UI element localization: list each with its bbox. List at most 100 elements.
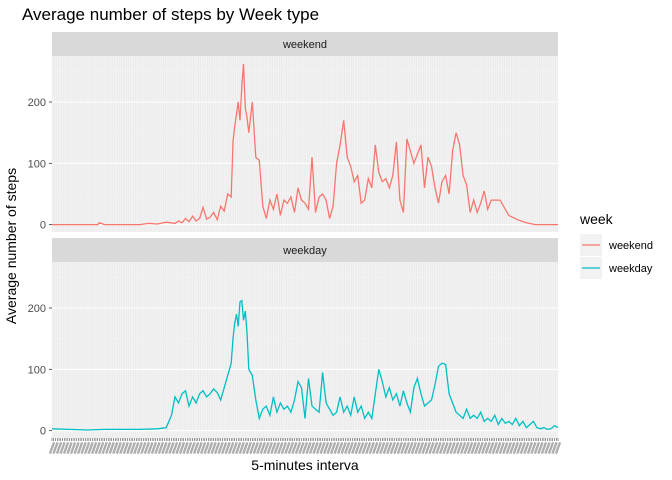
- x-tick-glyph: [115, 441, 122, 455]
- strip-label-weekend: weekend: [282, 39, 327, 51]
- x-tick-glyph: [481, 441, 488, 455]
- x-tick-glyph: [259, 441, 267, 455]
- x-tick-glyph: [105, 441, 112, 455]
- x-tick-glyph: [505, 441, 512, 455]
- x-tick-glyph: [488, 441, 495, 455]
- x-tick-glyph: [154, 441, 161, 455]
- x-tick-glyph: [178, 441, 186, 455]
- x-tick-glyph: [126, 441, 133, 455]
- x-tick-glyph: [185, 441, 193, 455]
- x-tick-glyph: [445, 441, 453, 455]
- x-tick-glyph: [551, 441, 558, 455]
- x-tick-glyph: [470, 441, 477, 455]
- x-tick-glyph: [516, 441, 523, 455]
- x-tick-glyph: [354, 441, 361, 455]
- x-tick-glyph: [351, 441, 358, 455]
- x-tick-glyph: [249, 441, 256, 455]
- x-tick-glyph: [55, 441, 63, 455]
- x-tick-glyph: [83, 441, 91, 455]
- x-tick-glyph: [537, 441, 544, 455]
- x-tick-glyph: [442, 441, 449, 455]
- x-tick-labels: [48, 438, 562, 455]
- x-tick-glyph: [379, 441, 386, 455]
- x-tick-glyph: [312, 441, 319, 455]
- x-tick-glyph: [76, 441, 84, 455]
- x-tick-glyph: [523, 441, 530, 455]
- x-tick-glyph: [242, 441, 249, 455]
- y-axis-weekend: 0 100 200: [28, 97, 52, 232]
- x-tick-glyph: [477, 441, 484, 455]
- x-tick-glyph: [80, 441, 87, 455]
- x-tick-glyph: [554, 441, 562, 455]
- x-tick-glyph: [69, 441, 77, 455]
- grid-weekend: [51, 56, 559, 232]
- x-tick-glyph: [59, 441, 66, 455]
- x-tick-glyph: [213, 441, 221, 455]
- x-tick-glyph: [133, 441, 140, 455]
- series-line-weekday: [51, 299, 559, 431]
- x-tick-glyph: [150, 441, 158, 455]
- legend-label-weekend: weekend: [608, 240, 653, 252]
- x-tick-glyph: [108, 441, 115, 455]
- x-tick-glyph: [340, 441, 347, 455]
- x-tick-glyph: [129, 441, 136, 455]
- x-tick-glyph: [94, 441, 101, 455]
- x-tick-glyph: [298, 441, 305, 455]
- x-tick-glyph: [119, 441, 126, 455]
- x-tick-glyph: [417, 441, 425, 455]
- x-tick-glyph: [329, 441, 337, 455]
- x-tick-glyph: [301, 441, 309, 455]
- x-tick-glyph: [256, 441, 263, 455]
- legend-item-weekday: weekday: [580, 257, 653, 279]
- x-tick-glyph: [48, 441, 56, 455]
- x-tick-glyph: [452, 441, 460, 455]
- x-tick-glyph: [547, 441, 555, 455]
- x-tick-glyph: [375, 441, 382, 455]
- x-tick-glyph: [196, 441, 203, 455]
- x-tick-glyph: [182, 441, 189, 455]
- x-tick-glyph: [217, 441, 224, 455]
- x-tick-glyph: [221, 441, 228, 455]
- x-tick-glyph: [382, 441, 389, 455]
- x-tick-glyph: [393, 441, 400, 455]
- x-tick-glyph: [333, 441, 340, 455]
- y-axis-title: Average number of steps: [3, 168, 19, 324]
- x-tick-glyph: [438, 441, 446, 455]
- x-tick-glyph: [428, 441, 435, 455]
- x-tick-glyph: [526, 441, 534, 455]
- x-tick-glyph: [463, 441, 470, 455]
- x-tick-glyph: [407, 441, 414, 455]
- x-tick-glyph: [164, 441, 172, 455]
- x-tick-glyph: [66, 441, 73, 455]
- x-tick-glyph: [101, 441, 108, 455]
- x-tick-glyph: [368, 441, 375, 455]
- x-tick-glyph: [136, 441, 144, 455]
- x-tick-glyph: [291, 441, 298, 455]
- x-tick-glyph: [168, 441, 175, 455]
- x-tick-glyph: [143, 441, 151, 455]
- x-tick-glyph: [224, 441, 231, 455]
- x-tick-glyph: [277, 441, 284, 455]
- x-tick-glyph: [294, 441, 302, 455]
- x-tick-glyph: [203, 441, 210, 455]
- x-tick-glyph: [73, 441, 80, 455]
- x-tick-glyph: [491, 441, 498, 455]
- y-tick-label: 100: [28, 364, 46, 376]
- chart-title: Average number of steps by Week type: [22, 5, 319, 24]
- x-tick-glyph: [319, 441, 326, 455]
- x-tick-glyph: [358, 441, 365, 455]
- x-tick-glyph: [449, 441, 456, 455]
- x-tick-glyph: [112, 441, 119, 455]
- x-tick-glyph: [495, 441, 502, 455]
- legend-item-weekend: weekend: [580, 234, 653, 256]
- x-tick-glyph: [484, 441, 491, 455]
- x-tick-glyph: [157, 441, 165, 455]
- y-axis-weekday: 0 100 200: [28, 303, 52, 438]
- x-tick-glyph: [540, 441, 548, 455]
- x-tick-glyph: [140, 441, 147, 455]
- x-tick-glyph: [175, 441, 182, 455]
- strip-weekend: [52, 32, 558, 56]
- x-tick-glyph: [512, 441, 520, 455]
- x-tick-glyph: [147, 441, 154, 455]
